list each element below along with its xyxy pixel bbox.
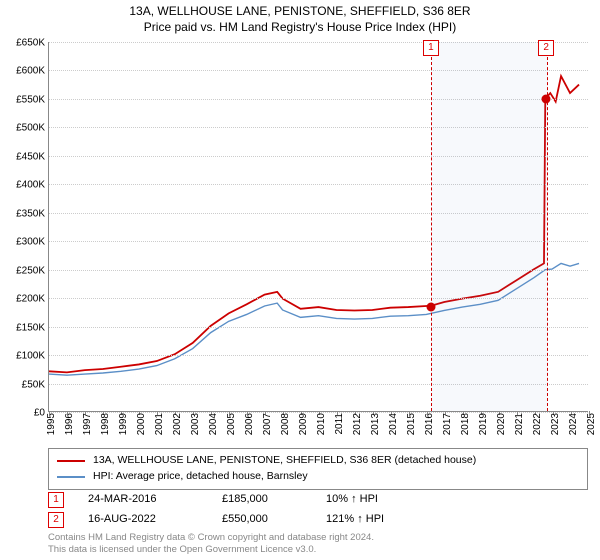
sale-date: 24-MAR-2016 [88, 490, 198, 510]
sale-pct: 10% ↑ HPI [326, 490, 436, 510]
legend-swatch [57, 476, 85, 478]
y-axis-label: £400K [16, 180, 49, 191]
marker-dot [542, 94, 551, 103]
legend-label: HPI: Average price, detached house, Barn… [93, 469, 308, 485]
x-axis-label: 2008 [280, 413, 291, 435]
sale-flag: 2 [48, 512, 64, 528]
sale-date: 16-AUG-2022 [88, 510, 198, 530]
x-axis-label: 2001 [154, 413, 165, 435]
y-axis-label: £100K [16, 351, 49, 362]
chart-title: 13A, WELLHOUSE LANE, PENISTONE, SHEFFIEL… [0, 0, 600, 35]
x-axis-label: 1995 [46, 413, 57, 435]
x-axis-label: 2000 [136, 413, 147, 435]
y-axis-label: £500K [16, 123, 49, 134]
legend-swatch [57, 460, 85, 462]
sale-price: £550,000 [222, 510, 302, 530]
footer-attribution: Contains HM Land Registry data © Crown c… [48, 532, 588, 556]
legend-item: 13A, WELLHOUSE LANE, PENISTONE, SHEFFIEL… [57, 453, 579, 469]
x-axis-label: 2015 [406, 413, 417, 435]
legend-item: HPI: Average price, detached house, Barn… [57, 469, 579, 485]
y-axis-label: £250K [16, 265, 49, 276]
marker-band [431, 42, 548, 411]
x-axis-label: 2017 [442, 413, 453, 435]
x-axis-label: 2012 [352, 413, 363, 435]
x-axis-label: 2002 [172, 413, 183, 435]
x-axis-label: 1996 [64, 413, 75, 435]
sale-price: £185,000 [222, 490, 302, 510]
marker-flag: 2 [538, 40, 554, 56]
sale-row: 1 24-MAR-2016 £185,000 10% ↑ HPI [48, 490, 588, 510]
chart-plot-area: £0£50K£100K£150K£200K£250K£300K£350K£400… [48, 42, 588, 412]
x-axis-label: 2022 [532, 413, 543, 435]
x-axis-label: 1997 [82, 413, 93, 435]
x-axis-label: 2009 [298, 413, 309, 435]
x-axis-label: 2011 [334, 413, 345, 435]
x-axis-label: 2024 [568, 413, 579, 435]
y-axis-label: £50K [22, 379, 49, 390]
footer-line: Contains HM Land Registry data © Crown c… [48, 532, 588, 544]
sale-rows: 1 24-MAR-2016 £185,000 10% ↑ HPI 2 16-AU… [48, 490, 588, 530]
x-axis-label: 2010 [316, 413, 327, 435]
y-axis-label: £650K [16, 38, 49, 49]
title-line2: Price paid vs. HM Land Registry's House … [0, 20, 600, 36]
footer-line: This data is licensed under the Open Gov… [48, 544, 588, 556]
y-axis-label: £550K [16, 94, 49, 105]
sale-flag: 1 [48, 492, 64, 508]
x-axis-label: 2018 [460, 413, 471, 435]
sale-pct: 121% ↑ HPI [326, 510, 436, 530]
x-axis-label: 1999 [118, 413, 129, 435]
y-axis-label: £300K [16, 237, 49, 248]
y-axis-label: £150K [16, 322, 49, 333]
x-axis-label: 2016 [424, 413, 435, 435]
x-axis-label: 2005 [226, 413, 237, 435]
x-axis-label: 2020 [496, 413, 507, 435]
x-axis-label: 1998 [100, 413, 111, 435]
title-line1: 13A, WELLHOUSE LANE, PENISTONE, SHEFFIEL… [0, 4, 600, 20]
legend-box: 13A, WELLHOUSE LANE, PENISTONE, SHEFFIEL… [48, 448, 588, 490]
y-axis-label: £600K [16, 66, 49, 77]
marker-dot [426, 302, 435, 311]
legend-label: 13A, WELLHOUSE LANE, PENISTONE, SHEFFIEL… [93, 453, 476, 469]
x-axis-label: 2021 [514, 413, 525, 435]
x-axis-label: 2019 [478, 413, 489, 435]
x-axis-label: 2014 [388, 413, 399, 435]
y-axis-label: £200K [16, 294, 49, 305]
marker-flag: 1 [423, 40, 439, 56]
x-axis-label: 2013 [370, 413, 381, 435]
sale-row: 2 16-AUG-2022 £550,000 121% ↑ HPI [48, 510, 588, 530]
x-axis-label: 2006 [244, 413, 255, 435]
y-axis-label: £350K [16, 208, 49, 219]
x-axis-label: 2003 [190, 413, 201, 435]
x-axis-label: 2025 [586, 413, 597, 435]
x-axis-label: 2007 [262, 413, 273, 435]
y-axis-label: £450K [16, 151, 49, 162]
x-axis-label: 2023 [550, 413, 561, 435]
x-axis-label: 2004 [208, 413, 219, 435]
